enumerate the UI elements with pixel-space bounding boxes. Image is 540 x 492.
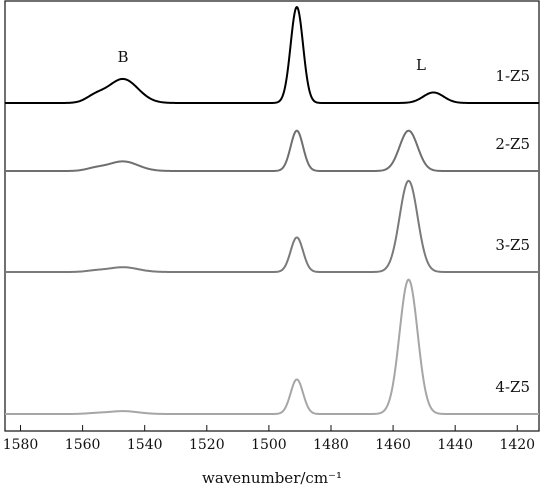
series-label-3-Z5: 3-Z5 [495,236,530,254]
x-axis-ticks: 1580 1560 1540 1520 1500 1480 1460 1440 1420 [3,425,535,453]
x-tick-label-1460: 1460 [375,437,411,453]
band-label-B: B [117,48,128,66]
plot-frame [4,0,540,432]
x-tick-label-1500: 1500 [251,437,287,453]
series-label-2-Z5: 2-Z5 [495,135,530,153]
x-tick-label-1540: 1540 [127,437,163,453]
series-line-2-Z5 [4,129,540,172]
series-line-3-Z5 [4,179,540,273]
x-tick-label-1440: 1440 [437,437,473,453]
x-axis-label: wavenumber/cm⁻¹ [202,469,342,487]
x-tick-label-1580: 1580 [3,437,39,453]
band-label-L: L [416,56,426,74]
series-label-4-Z5: 4-Z5 [495,378,530,396]
label-layer: 1-Z5 2-Z5 3-Z5 4-Z5 B L [117,48,530,396]
series-line-1-Z5 [4,6,540,104]
series-label-1-Z5: 1-Z5 [495,67,530,85]
series-layer [4,6,540,415]
x-tick-label-1420: 1420 [499,437,535,453]
x-tick-label-1480: 1480 [313,437,349,453]
series-line-4-Z5 [4,278,540,415]
x-tick-label-1560: 1560 [65,437,101,453]
x-tick-label-1520: 1520 [189,437,225,453]
